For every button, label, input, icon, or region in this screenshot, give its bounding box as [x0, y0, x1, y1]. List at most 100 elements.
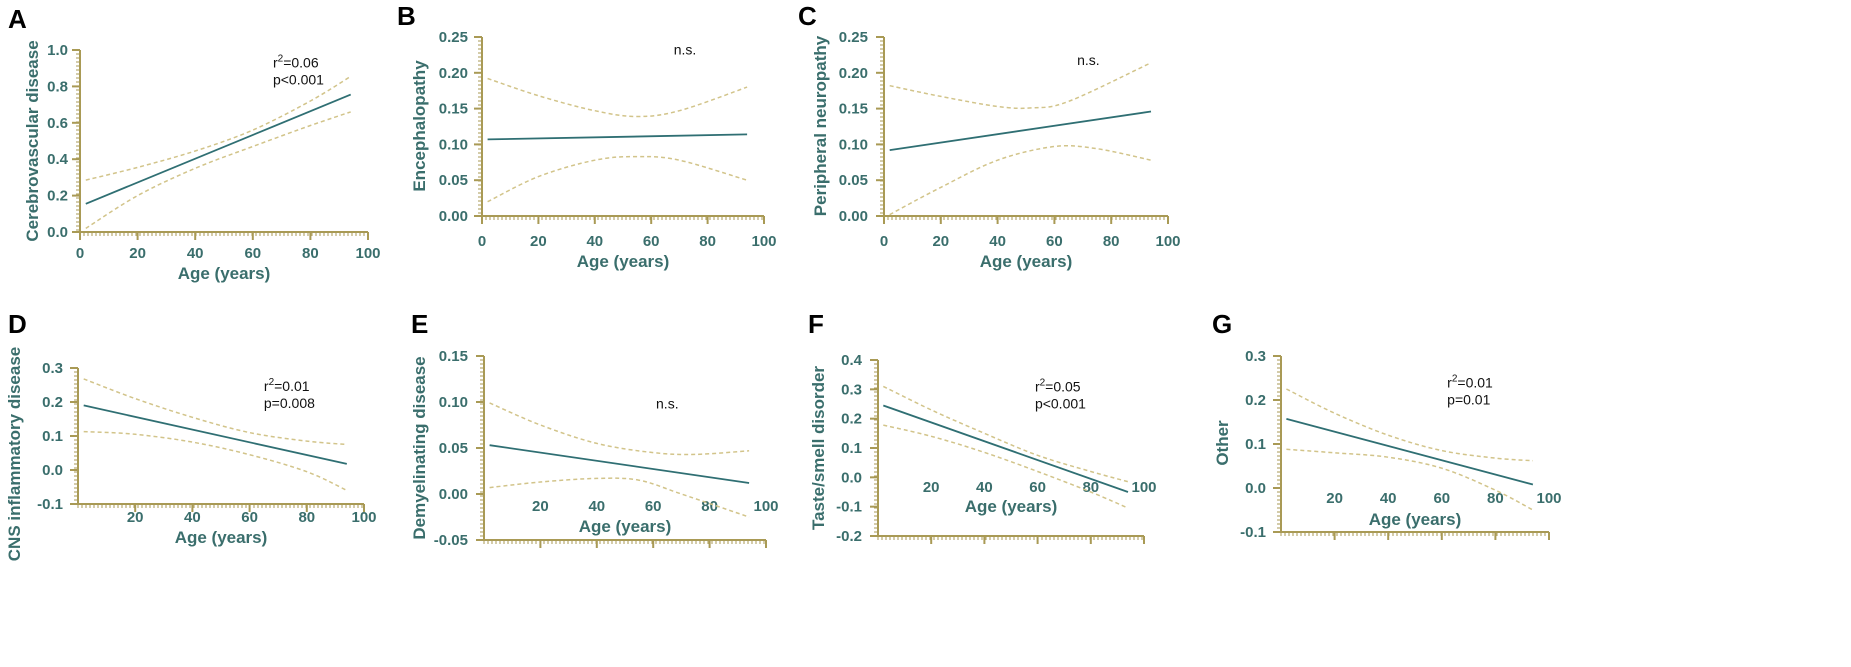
- panel-f: F -0.2 -0.1 0.0 0.1 0.2 0.3 0.4 20 40 60 80 100 Age (…: [808, 309, 1157, 545]
- ci-band-line: [487, 155, 748, 203]
- y-tick-label: 0.10: [439, 394, 468, 411]
- x-tick-label: 40: [586, 233, 603, 250]
- ci-band-line: [85, 75, 352, 181]
- y-tick-label: 0.05: [439, 172, 468, 189]
- y-tick-label: 0.00: [839, 208, 868, 225]
- ci-band-line: [882, 385, 1129, 483]
- fit-line: [487, 133, 748, 141]
- r2-value: =0.06: [283, 54, 319, 70]
- y-axis-title: Encephalopathy: [410, 60, 429, 192]
- y-tick-label: 1.0: [47, 42, 68, 59]
- y-tick-label: 0.3: [42, 360, 63, 377]
- panel-b: B 0.00 0.05 0.10 0.15 0.20 0.25 0 20 40 60 80 100 Age…: [397, 1, 777, 271]
- panel-c: C 0.00 0.05 0.10 0.15 0.20 0.25 0 20 40 60 80 100 Age…: [798, 1, 1181, 271]
- x-tick-label: 40: [588, 498, 605, 515]
- y-tick-label: 0.10: [439, 136, 468, 153]
- r2-label: r: [273, 54, 278, 70]
- x-tick-label: 100: [1536, 490, 1561, 507]
- y-tick-label: 0.15: [439, 101, 468, 118]
- x-tick-label: 80: [1082, 479, 1099, 496]
- y-tick-label: -0.05: [434, 532, 468, 549]
- r2-annotation: r2=0.01: [264, 377, 310, 394]
- x-axis-title: Age (years): [965, 497, 1058, 516]
- y-axis-title: Peripheral neuropathy: [811, 35, 830, 216]
- fit-line: [85, 93, 352, 205]
- r2-superscript: 2: [1452, 373, 1458, 384]
- panel-letter: F: [808, 309, 824, 339]
- ci-band-line: [489, 402, 750, 456]
- r2-annotation: r2=0.01: [1447, 373, 1493, 390]
- r2-value: =0.05: [1045, 378, 1081, 394]
- x-tick-label: 20: [530, 233, 547, 250]
- y-tick-label: 0.0: [42, 462, 63, 479]
- y-tick-label: -0.1: [37, 496, 63, 513]
- y-tick-label: 0.8: [47, 78, 68, 95]
- x-tick-label: 100: [1131, 479, 1156, 496]
- y-tick-label: 0.20: [439, 65, 468, 82]
- y-tick-label: 0.4: [841, 352, 863, 369]
- y-tick-label: 0.2: [1245, 392, 1266, 409]
- ci-band-line: [85, 111, 351, 230]
- y-tick-label: 0.25: [439, 29, 468, 46]
- x-tick-label: 20: [923, 479, 940, 496]
- y-tick-label: 0.05: [439, 440, 468, 457]
- y-tick-label: -0.2: [836, 528, 862, 545]
- y-axis-title: Other: [1213, 420, 1232, 466]
- p-value-annotation: p<0.001: [1035, 395, 1086, 411]
- r2-label: r: [264, 378, 269, 394]
- panel-letter: E: [411, 309, 428, 339]
- y-axis-title: Cerebrovascular disease: [23, 40, 42, 241]
- fit-line: [1286, 418, 1534, 486]
- x-tick-label: 20: [532, 498, 549, 515]
- x-tick-label: 80: [1103, 233, 1120, 250]
- x-tick-label: 20: [932, 233, 949, 250]
- r2-value: =0.01: [1457, 374, 1493, 390]
- ci-band-line: [487, 77, 748, 118]
- x-tick-label: 100: [751, 233, 776, 250]
- y-tick-label: 0.05: [839, 172, 868, 189]
- x-tick-label: 20: [129, 245, 146, 262]
- r2-value: =0.01: [274, 378, 310, 394]
- panel-a: A 0.0 0.2 0.4 0.6 0.8 1.0 0 20 40 60 80 100 Age (year…: [8, 4, 381, 283]
- x-axis-title: Age (years): [1369, 510, 1462, 529]
- panel-e: E -0.05 0.00 0.05 0.10 0.15 20 40 60 80 100 Age (ye…: [410, 309, 779, 549]
- x-minor-ticks: [877, 536, 1143, 540]
- y-tick-label: 0.2: [42, 394, 63, 411]
- ci-band-line: [1286, 448, 1534, 511]
- y-tick-label: 0.0: [47, 224, 68, 241]
- p-value-annotation: p=0.01: [1447, 391, 1490, 407]
- y-tick-label: 0.1: [1245, 436, 1266, 453]
- x-tick-label: 60: [1046, 233, 1063, 250]
- ns-annotation: n.s.: [1077, 52, 1100, 68]
- panel-g: G -0.1 0.0 0.1 0.2 0.3 20 40 60 80 100 Age (years) O…: [1212, 309, 1562, 541]
- panel-letter: A: [8, 4, 27, 34]
- x-tick-label: 80: [701, 498, 718, 515]
- r2-superscript: 2: [1040, 377, 1046, 388]
- fit-line: [883, 404, 1129, 493]
- x-axis-title: Age (years): [980, 252, 1073, 271]
- y-axis-title: CNS inflammatory disease: [5, 347, 24, 561]
- y-tick-label: 0.0: [1245, 480, 1266, 497]
- y-minor-ticks: [478, 36, 482, 214]
- y-tick-label: 0.3: [1245, 348, 1266, 365]
- y-tick-label: 0.10: [839, 136, 868, 153]
- x-tick-label: 40: [184, 509, 201, 526]
- ci-band-line: [83, 430, 348, 492]
- panel-d: D -0.1 0.0 0.1 0.2 0.3 20 40 60 80 100 Age (years) C…: [5, 309, 377, 561]
- y-tick-label: 0.00: [439, 208, 468, 225]
- y-tick-label: -0.1: [836, 499, 862, 516]
- y-tick-label: 0.00: [439, 486, 468, 503]
- x-axis-title: Age (years): [579, 517, 672, 536]
- ci-band-line: [489, 477, 750, 518]
- ns-annotation: n.s.: [674, 41, 697, 57]
- panel-letter: C: [798, 1, 817, 31]
- x-tick-label: 100: [351, 509, 376, 526]
- r2-label: r: [1035, 378, 1040, 394]
- ci-band-line: [83, 378, 347, 446]
- y-tick-label: 0.0: [841, 469, 862, 486]
- x-tick-label: 40: [989, 233, 1006, 250]
- y-minor-ticks: [480, 355, 484, 541]
- x-minor-ticks: [483, 540, 765, 544]
- fit-line: [489, 444, 750, 484]
